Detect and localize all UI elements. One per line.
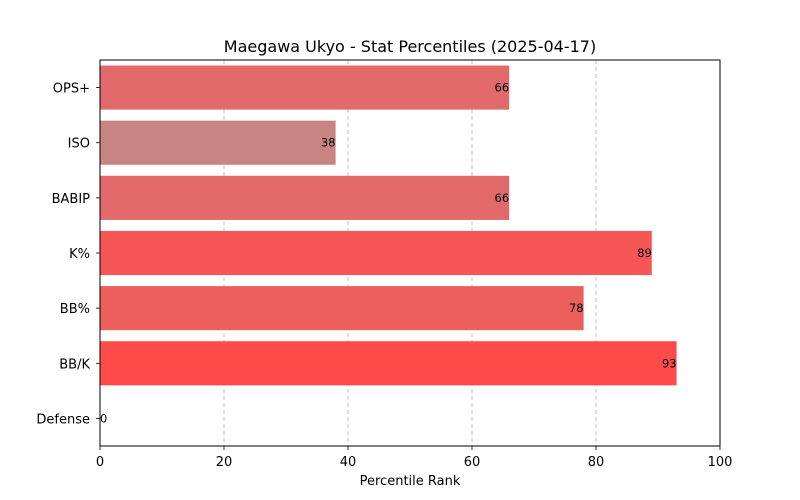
bars [100, 65, 677, 386]
x-tick-label: 80 [588, 455, 605, 470]
bar-value-label: 66 [495, 81, 510, 95]
x-tick-label: 60 [464, 455, 481, 470]
y-tick-label: BABIP [52, 192, 91, 207]
y-axis-ticks: OPS+ ISO BABIP K% BB% BB/K Defense [36, 82, 100, 427]
x-tick-label: 20 [216, 455, 233, 470]
x-tick-label: 40 [340, 455, 357, 470]
bar-value-labels: 66 38 66 89 78 93 0 [100, 81, 677, 426]
x-axis-label: Percentile Rank [360, 474, 461, 489]
bar-iso [100, 120, 336, 165]
bar-k- [100, 230, 652, 276]
bar-value-label: 78 [569, 301, 584, 315]
bar-value-label: 0 [100, 411, 107, 425]
y-tick-label: Defense [36, 412, 90, 427]
bar-value-label: 38 [321, 136, 336, 150]
bar-bb- [100, 286, 584, 331]
bar-ops- [100, 65, 510, 110]
bar-bb-k [100, 341, 677, 386]
y-tick-label: BB% [60, 302, 90, 317]
chart-title: Maegawa Ukyo - Stat Percentiles (2025-04… [224, 37, 596, 56]
bar-value-label: 93 [662, 356, 677, 370]
bar-value-label: 66 [495, 191, 510, 205]
y-tick-label: K% [69, 247, 90, 262]
x-tick-label: 100 [708, 455, 733, 470]
y-tick-label: BB/K [59, 357, 90, 372]
bar-babip [100, 175, 510, 220]
y-tick-label: ISO [68, 137, 90, 152]
x-axis-ticks: 0 20 40 60 80 100 [96, 446, 733, 470]
x-tick-label: 0 [96, 455, 104, 470]
bar-value-label: 89 [637, 246, 652, 260]
y-tick-label: OPS+ [53, 82, 90, 97]
